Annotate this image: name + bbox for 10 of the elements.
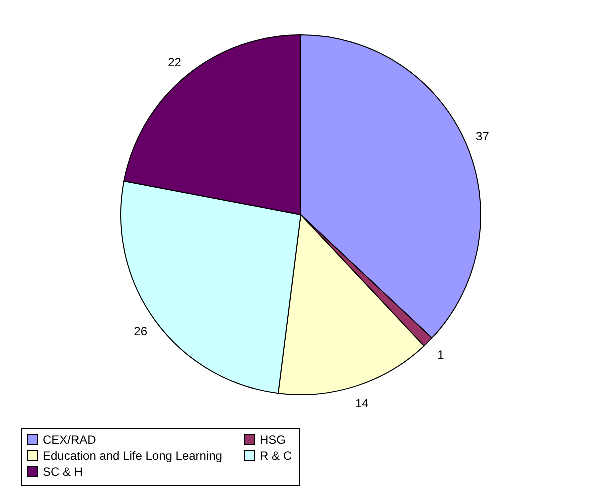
data-label: 22	[168, 55, 182, 70]
data-label: 26	[134, 324, 148, 338]
data-label: 1	[438, 348, 445, 362]
legend-label: Education and Life Long Learning	[43, 449, 222, 463]
legend-label: SC & H	[43, 465, 84, 479]
legend-label: HSG	[260, 433, 286, 447]
legend-label: R & C	[260, 449, 292, 463]
data-label: 37	[476, 129, 490, 144]
legend-label: CEX/RAD	[43, 433, 97, 447]
data-label: 14	[356, 396, 370, 410]
